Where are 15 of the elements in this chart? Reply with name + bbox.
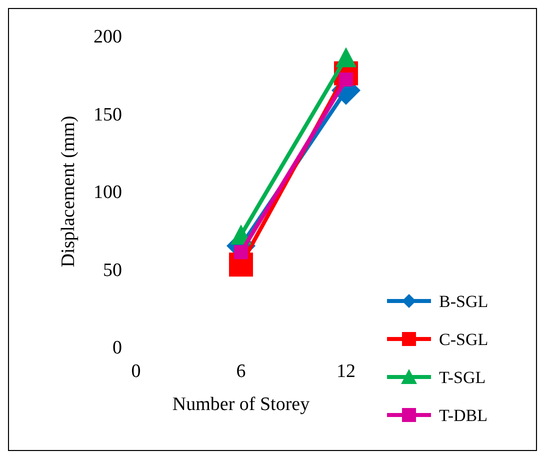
x-tick-label: 6	[236, 361, 246, 382]
point	[234, 245, 248, 260]
y-tick-label: 200	[94, 26, 122, 48]
legend-label: T-SGL	[439, 368, 486, 387]
y-tick-label: 0	[112, 338, 122, 359]
legend-label: T-DBL	[439, 406, 488, 425]
legend-label: C-SGL	[439, 330, 488, 349]
y-tick-label: 150	[94, 104, 122, 126]
y-tick-label: 100	[94, 182, 122, 204]
legend-label: B-SGL	[439, 292, 488, 311]
x-tick-label: 12	[336, 361, 356, 382]
x-axis-title: Number of Storey	[172, 394, 310, 415]
x-tick-label: 0	[131, 361, 141, 382]
y-tick-label: 50	[103, 260, 122, 281]
y-axis-title: Displacement (mm)	[58, 116, 79, 268]
